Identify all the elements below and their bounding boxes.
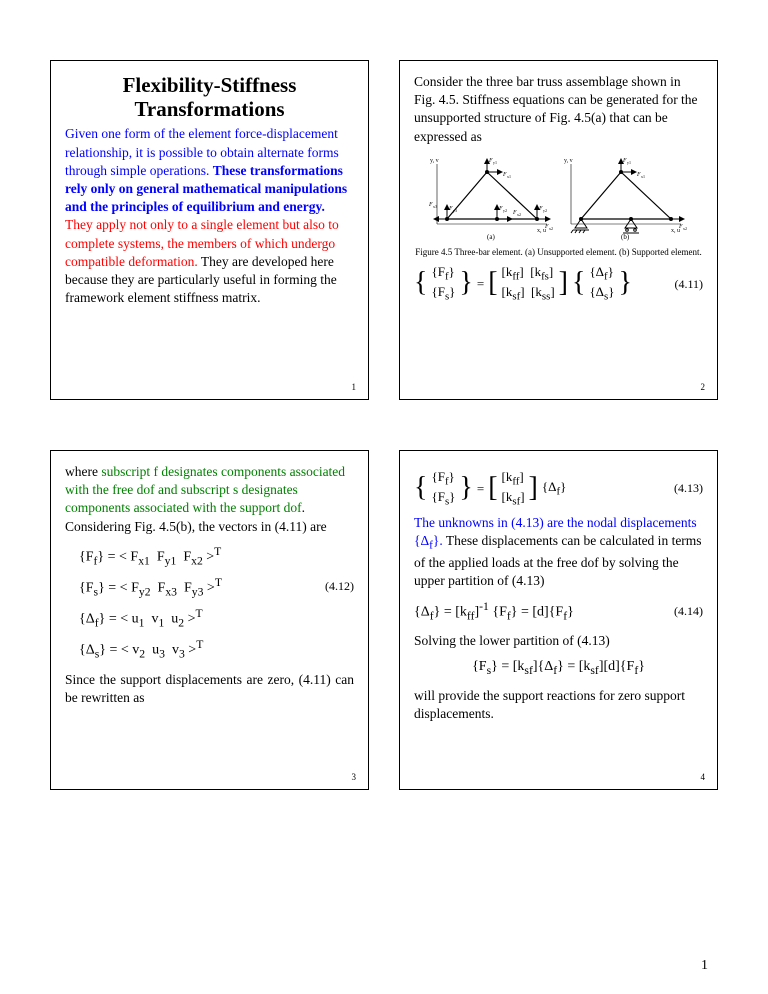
eq-4-12-label: (4.12) [325, 578, 354, 594]
svg-text:x1: x1 [507, 174, 511, 179]
figure-caption: Figure 4.5 Three-bar element. (a) Unsupp… [414, 246, 703, 258]
panel-3-p2: Since the support displacements are zero… [65, 671, 354, 707]
eq-4-11-label: (4.11) [674, 276, 703, 292]
panel-3-pre: where [65, 464, 101, 479]
equation-4-13: { {Ff}{Fs} } = [ [kff][ksf] ] {Δf} (4.13… [414, 469, 703, 508]
svg-text:(a): (a) [487, 233, 495, 241]
eq-Fs: {Fs} = < Fy2 Fx3 Fy3 >T [79, 575, 354, 600]
panel-4-p3: will provide the support reactions for z… [414, 687, 703, 723]
panel-1: Flexibility-Stiffness Transformations Gi… [50, 60, 369, 400]
eq-Df: {Δf} = < u1 v1 u2 >T [79, 606, 354, 631]
panel-2-text: Consider the three bar truss assemblage … [414, 73, 703, 146]
svg-text:x2: x2 [549, 226, 553, 231]
equation-fs: {Fs} = [ksf]{Δf} = [ksf][d]{Ff} [414, 658, 703, 679]
svg-text:y1: y1 [627, 160, 631, 165]
equation-4-11: { {Ff}{Fs} } = [ [kff] [kfs] [ksf] [kss]… [414, 264, 703, 303]
panel-4-black: These displacements can be calculated in… [414, 533, 702, 588]
truss-a-svg: y, v x, u Fy1 Fx1 Fx3 Fy3 Fy2 Fx2 [427, 154, 557, 244]
panel-3: where subscript f designates components … [50, 450, 369, 790]
svg-text:y, v: y, v [430, 158, 439, 164]
eq-4-13-label: (4.13) [674, 480, 703, 496]
panel-1-slide-number: 1 [352, 381, 357, 393]
svg-text:x2: x2 [683, 226, 687, 231]
panel-4-slide-number: 4 [701, 771, 706, 783]
panel-4: { {Ff}{Fs} } = [ [kff][ksf] ] {Δf} (4.13… [399, 450, 718, 790]
svg-text:y3: y3 [453, 208, 457, 213]
svg-text:y2: y2 [543, 208, 547, 213]
svg-text:y1: y1 [493, 160, 497, 165]
panel-4-blue-pre: The unknowns in (4.13) are the nodal dis… [414, 515, 697, 530]
svg-text:y2: y2 [503, 208, 507, 213]
svg-text:x3: x3 [433, 204, 437, 209]
panel-4-p2: Solving the lower partition of (4.13) [414, 632, 703, 650]
equation-4-14: {Δf} = [kff]-1 {Ff} = [d]{Ff} (4.14) [414, 599, 703, 624]
eq-4-14-label: (4.14) [674, 603, 703, 619]
page-footer-number: 1 [701, 958, 708, 974]
eq-Ff: {Ff} = < Fx1 Fy1 Fx2 >T [79, 544, 354, 569]
svg-text:x1: x1 [641, 174, 645, 179]
panel-1-title: Flexibility-Stiffness Transformations [65, 73, 354, 121]
truss-figure: y, v x, u Fy1 Fx1 Fx3 Fy3 Fy2 Fx2 [414, 154, 703, 244]
panel-2: Consider the three bar truss assemblage … [399, 60, 718, 400]
panel-4-p1: The unknowns in (4.13) are the nodal dis… [414, 514, 703, 591]
truss-b-svg: y, v x, u Fy1 Fx1 [561, 154, 691, 244]
svg-text:y, v: y, v [564, 158, 573, 164]
eq-Ds: {Δs} = < v2 u3 v3 >T [79, 637, 354, 662]
svg-text:x2: x2 [517, 212, 521, 217]
panel-3-slide-number: 3 [352, 771, 357, 783]
panel-2-slide-number: 2 [701, 381, 706, 393]
svg-text:(b): (b) [621, 233, 630, 241]
panel-4-blue-sym: {Δf} [414, 533, 439, 548]
slides-grid: Flexibility-Stiffness Transformations Gi… [50, 60, 718, 790]
